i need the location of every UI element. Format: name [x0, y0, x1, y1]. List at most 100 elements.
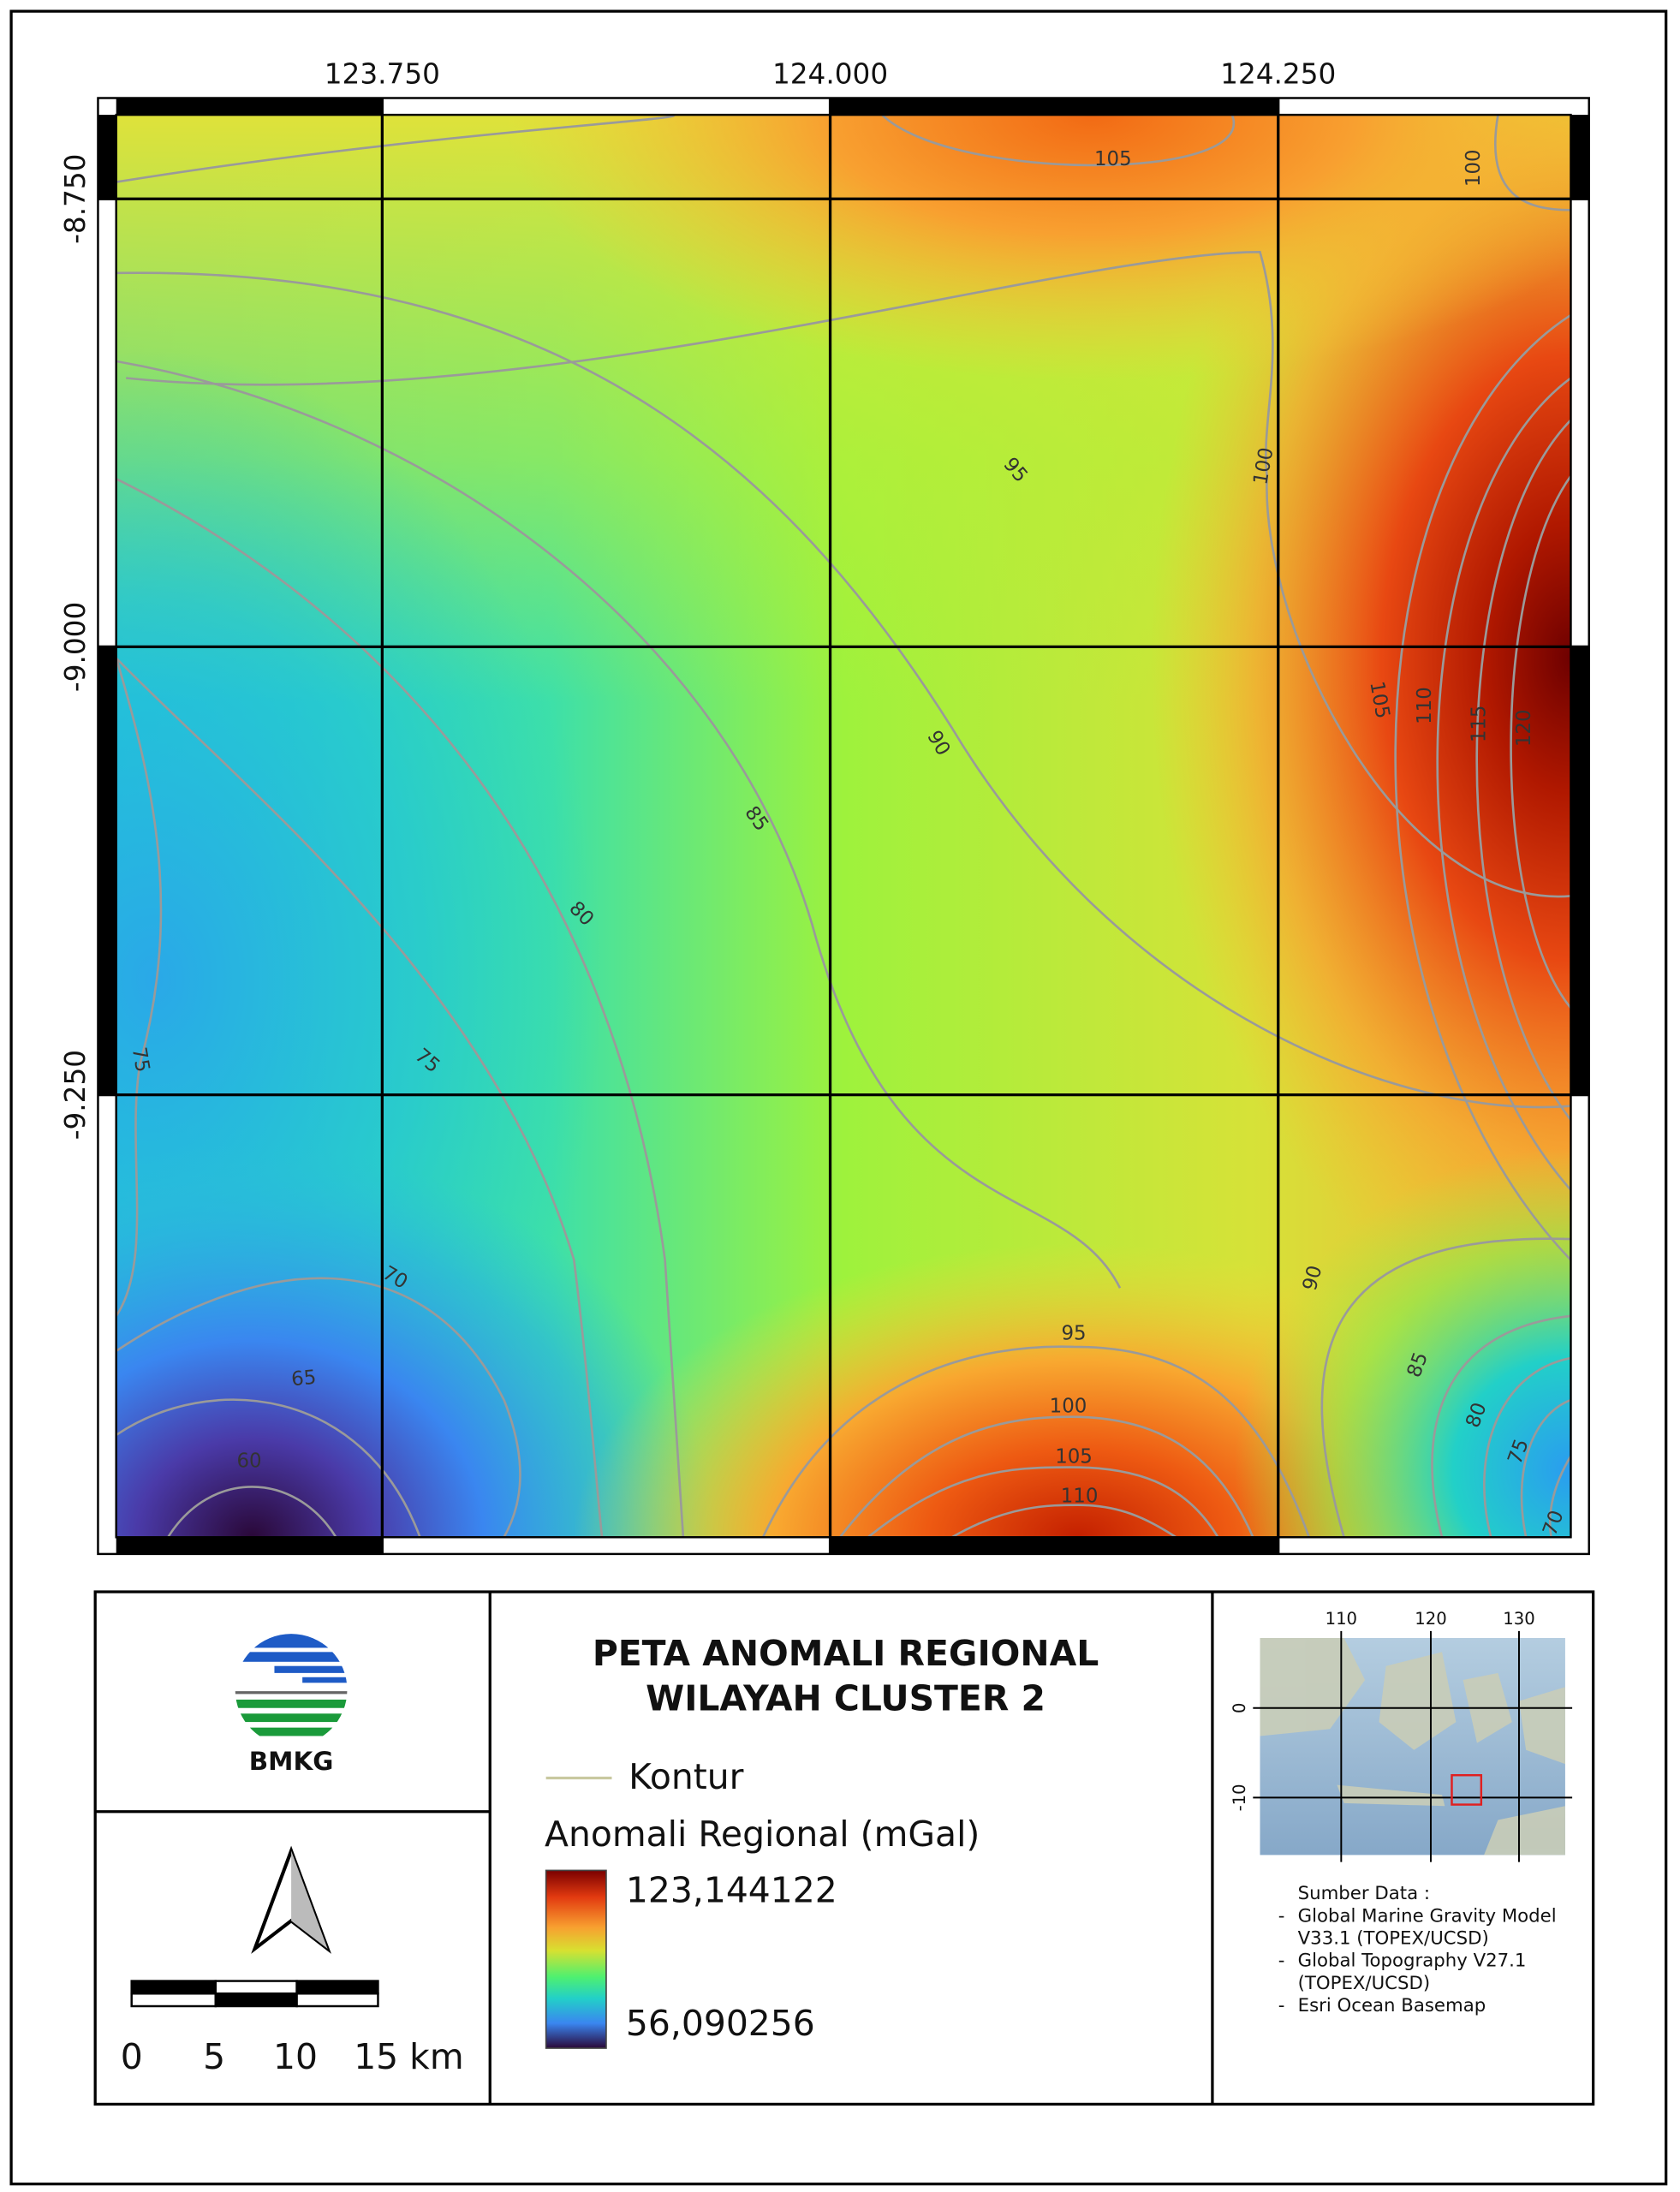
logo-stripe: [235, 1713, 348, 1723]
contour-line: [1394, 313, 1571, 1261]
frame-band: [116, 1537, 383, 1554]
contour-line: [126, 251, 1571, 898]
contour-line: [881, 115, 1236, 167]
raster-layer: [116, 1145, 714, 1538]
source-item: (TOPEX/UCSD): [1298, 1973, 1431, 1994]
frame-band: [830, 1537, 1278, 1554]
logo-text: BMKG: [249, 1747, 334, 1776]
contour-line: [1493, 115, 1571, 211]
scale-label: 5: [203, 2036, 225, 2077]
legend-panel: [93, 1590, 1595, 2106]
contour-line: [116, 115, 676, 183]
source-bullet: -: [1278, 1951, 1285, 1972]
color-ramp: [545, 1869, 607, 2049]
study-area: [1451, 1773, 1483, 1806]
contour-line: [761, 1345, 1310, 1538]
logo-stripe: [274, 1665, 348, 1673]
logo-stripe: [235, 1699, 348, 1708]
contour-line: [1483, 1356, 1571, 1538]
scale-label: 10: [273, 2036, 318, 2077]
logo-stripe: [235, 1727, 348, 1736]
source-item: Global Topography V27.1: [1298, 1951, 1527, 1972]
source-item: Esri Ocean Basemap: [1298, 1995, 1486, 2016]
contour-label: 60: [236, 1450, 261, 1472]
contour-label: 110: [1414, 687, 1436, 724]
contour-line: [116, 271, 1571, 1109]
logo-stripe: [235, 1691, 348, 1695]
y-tick-label: -9.000: [59, 602, 92, 692]
contour-line: [1510, 475, 1571, 1010]
logo-stripe: [302, 1677, 348, 1683]
source-item: Global Marine Gravity Model: [1298, 1905, 1557, 1927]
contour-line: [1431, 1314, 1571, 1538]
contour-line: [116, 360, 1122, 1289]
contours: [116, 115, 1571, 1538]
raster-layer: [1235, 1147, 1571, 1538]
contour-line: [116, 478, 685, 1538]
contour-line: [116, 657, 604, 1538]
land: [1260, 1637, 1366, 1736]
logo-stripe: [235, 1652, 348, 1662]
x-tick-label: 124.000: [772, 57, 888, 90]
map-title: PETA ANOMALI REGIONAL: [593, 1633, 1099, 1674]
land: [1337, 1784, 1445, 1807]
source-bullet: -: [1278, 1995, 1285, 2016]
contour-label: 65: [290, 1367, 317, 1391]
scale-seg: [130, 1980, 217, 1995]
inset-graticule: [1253, 1630, 1573, 1862]
scale-bar: [130, 1980, 379, 2008]
contour-label: 75: [128, 1045, 154, 1074]
source-item: V33.1 (TOPEX/UCSD): [1298, 1928, 1489, 1950]
scale-label: 0: [121, 2036, 143, 2077]
contour-label: 105: [1094, 148, 1132, 170]
land: [1379, 1652, 1457, 1750]
inset-x-tick: 130: [1503, 1609, 1534, 1629]
graticule: [98, 98, 1589, 1554]
contour-line: [116, 658, 163, 1317]
contour-line: [1436, 377, 1571, 1191]
scale-label: 15 km: [354, 2036, 463, 2077]
contour-label: 95: [1061, 1323, 1086, 1345]
contour-line: [867, 1466, 1219, 1538]
frame-bands: [98, 98, 1589, 1554]
contour-line: [951, 1504, 1177, 1538]
frame-band: [1570, 115, 1589, 200]
source-bullet: -: [1278, 1905, 1285, 1927]
inset-y-tick: -10: [1230, 1784, 1249, 1811]
legend-box: [93, 1590, 1595, 2106]
legend-raster-title: Anomali Regional (mGal): [545, 1814, 980, 1855]
frame-band: [98, 646, 116, 1095]
legend-min: 56,090256: [626, 2003, 815, 2044]
frame-band: [830, 98, 1278, 116]
scale-seg: [295, 1980, 379, 1995]
contour-label: 115: [1469, 705, 1491, 742]
legend-contour: Kontur: [629, 1756, 744, 1797]
legend-max: 123,144122: [626, 1870, 837, 1911]
raster-layer: [503, 115, 1571, 381]
map-title: WILAYAH CLUSTER 2: [646, 1678, 1046, 1719]
contour-line: [1520, 1398, 1571, 1538]
contour-line: [1320, 1237, 1571, 1538]
contour-line: [838, 1415, 1254, 1538]
contour-label: 100: [1463, 149, 1485, 187]
land: [1484, 1806, 1565, 1855]
contour-line: [1548, 1455, 1571, 1538]
contour-label: 110: [1061, 1485, 1099, 1507]
contour-label: 120: [1513, 709, 1535, 747]
contour-line: [1475, 419, 1571, 1121]
inset-x-tick: 120: [1415, 1609, 1446, 1629]
scale-seg: [130, 1992, 217, 2008]
frame-band: [116, 98, 383, 116]
scale-seg: [295, 1992, 379, 2008]
map-border: [115, 113, 1572, 1539]
contour-line: [116, 1398, 421, 1538]
contour-line: [167, 1486, 337, 1538]
frame-band: [98, 115, 116, 200]
inset-y-tick: 0: [1230, 1702, 1249, 1712]
y-tick-label: -8.750: [59, 154, 92, 244]
contour-label: 105: [1055, 1446, 1093, 1468]
y-tick-label: -9.250: [59, 1050, 92, 1140]
frame-band: [1570, 646, 1589, 1095]
